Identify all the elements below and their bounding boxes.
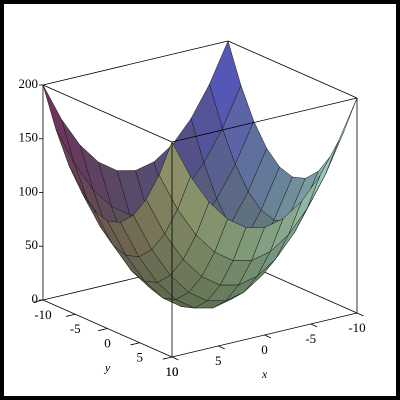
y-tick xyxy=(65,313,76,317)
z-tick-label: 200 xyxy=(19,76,39,91)
z-tick-label: 100 xyxy=(19,183,39,198)
box-edge xyxy=(42,84,173,143)
y-tick-label: -10 xyxy=(34,307,51,322)
x-tick-label: 0 xyxy=(261,342,268,357)
x-tick xyxy=(171,356,179,361)
y-tick-label: -5 xyxy=(70,321,81,336)
x-axis-label: x xyxy=(261,367,268,381)
x-tick-label: 5 xyxy=(215,353,222,368)
z-tick-label: 0 xyxy=(32,291,39,306)
box-edge xyxy=(171,97,358,143)
y-tick xyxy=(130,342,140,346)
x-tick-label: -10 xyxy=(348,320,365,335)
box-edge xyxy=(42,40,229,86)
x-tick xyxy=(218,345,225,350)
x-tick xyxy=(356,312,364,317)
box-edge xyxy=(227,40,358,99)
x-tick-label: 10 xyxy=(166,364,179,379)
y-tick-label: 10 xyxy=(166,364,179,379)
x-tick xyxy=(310,323,318,328)
x-tick-label: -5 xyxy=(305,331,316,346)
y-tick-label: 0 xyxy=(104,335,111,350)
y-axis-label: y xyxy=(104,360,111,374)
z-tick-label: 50 xyxy=(25,237,38,252)
y-tick xyxy=(98,328,108,332)
y-tick-label: 5 xyxy=(137,350,144,365)
y-tick xyxy=(162,356,173,360)
x-tick xyxy=(264,334,272,339)
z-tick-label: 150 xyxy=(19,130,39,145)
